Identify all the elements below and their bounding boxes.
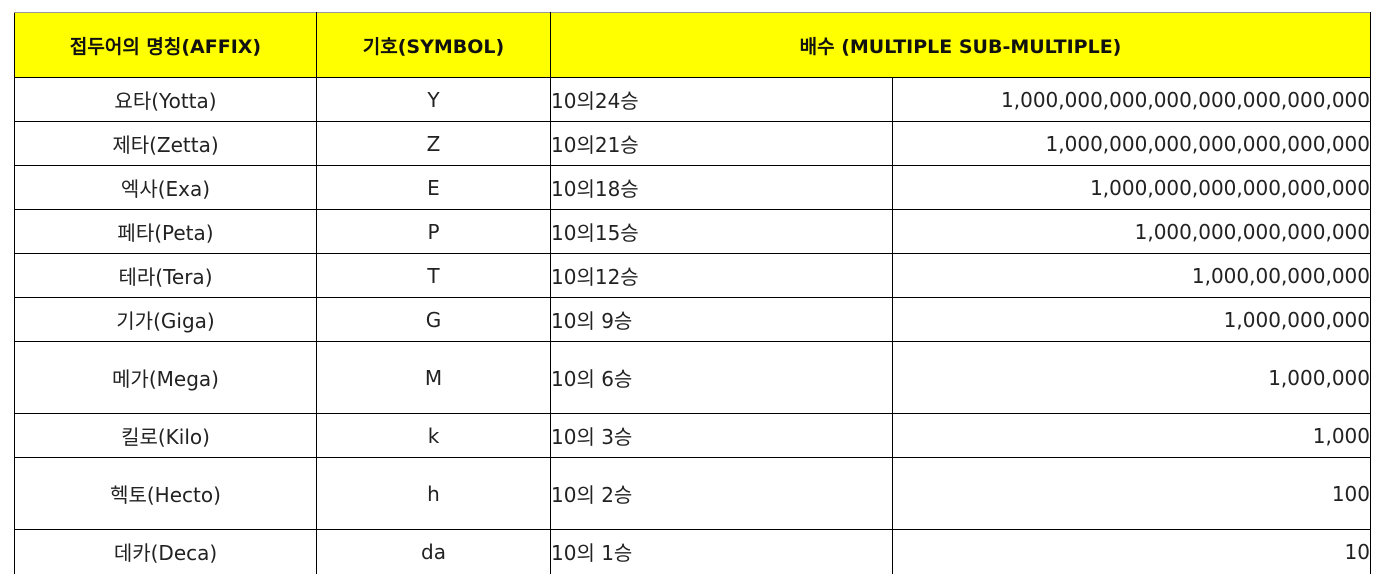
power-cell[interactable]: 10의15승 (550, 209, 893, 254)
power-cell[interactable]: 10의18승 (550, 165, 893, 210)
value-cell[interactable]: 1,000,00,000,000 (892, 253, 1371, 298)
symbol-cell[interactable]: T (316, 253, 551, 298)
table-row: 요타(Yotta) Y 10의24승 1,000,000,000,000,000,00… (14, 77, 1371, 122)
table-row: 제타(Zetta) Z 10의21승 1,000,000,000,000,000,00… (14, 121, 1371, 166)
affix-cell[interactable]: 데카(Deca) (14, 529, 317, 574)
table-row: 메가(Mega) M 10의 6승 1,000,000 (14, 341, 1371, 414)
power-cell[interactable]: 10의 2승 (550, 457, 893, 530)
table-row: 테라(Tera) T 10의12승 1,000,00,000,000 (14, 253, 1371, 298)
table-body: 요타(Yotta) Y 10의24승 1,000,000,000,000,000,00… (14, 77, 1371, 574)
value-cell[interactable]: 1,000,000 (892, 341, 1371, 414)
power-cell[interactable]: 10의 1승 (550, 529, 893, 574)
symbol-cell[interactable]: P (316, 209, 551, 254)
symbol-cell[interactable]: k (316, 413, 551, 458)
value-cell[interactable]: 1,000,000,000,000,000,000,000,000 (892, 77, 1371, 122)
power-cell[interactable]: 10의24승 (550, 77, 893, 122)
header-row: 접두어의 명칭(AFFIX) 기호(SYMBOL) 배수 (MULTIPLE S… (14, 12, 1371, 78)
symbol-cell[interactable]: E (316, 165, 551, 210)
symbol-cell[interactable]: M (316, 341, 551, 414)
header-multiple[interactable]: 배수 (MULTIPLE SUB-MULTIPLE) (550, 12, 1371, 78)
affix-cell[interactable]: 테라(Tera) (14, 253, 317, 298)
value-cell[interactable]: 10 (892, 529, 1371, 574)
spreadsheet-area: 접두어의 명칭(AFFIX) 기호(SYMBOL) 배수 (MULTIPLE S… (14, 12, 1384, 574)
si-prefix-table: 접두어의 명칭(AFFIX) 기호(SYMBOL) 배수 (MULTIPLE S… (14, 12, 1371, 574)
symbol-cell[interactable]: Z (316, 121, 551, 166)
affix-cell[interactable]: 헥토(Hecto) (14, 457, 317, 530)
table-row: 헥토(Hecto) h 10의 2승 100 (14, 457, 1371, 530)
table-row: 데카(Deca) da 10의 1승 10 (14, 529, 1371, 574)
value-cell[interactable]: 100 (892, 457, 1371, 530)
symbol-cell[interactable]: Y (316, 77, 551, 122)
power-cell[interactable]: 10의21승 (550, 121, 893, 166)
header-symbol[interactable]: 기호(SYMBOL) (316, 12, 551, 78)
power-cell[interactable]: 10의 6승 (550, 341, 893, 414)
power-cell[interactable]: 10의 9승 (550, 297, 893, 342)
header-affix[interactable]: 접두어의 명칭(AFFIX) (14, 12, 317, 78)
table-row: 기가(Giga) G 10의 9승 1,000,000,000 (14, 297, 1371, 342)
affix-cell[interactable]: 엑사(Exa) (14, 165, 317, 210)
affix-cell[interactable]: 페타(Peta) (14, 209, 317, 254)
value-cell[interactable]: 1,000 (892, 413, 1371, 458)
value-cell[interactable]: 1,000,000,000,000,000,000,000 (892, 121, 1371, 166)
affix-cell[interactable]: 킬로(Kilo) (14, 413, 317, 458)
affix-cell[interactable]: 기가(Giga) (14, 297, 317, 342)
affix-cell[interactable]: 제타(Zetta) (14, 121, 317, 166)
table-row: 페타(Peta) P 10의15승 1,000,000,000,000,000 (14, 209, 1371, 254)
power-cell[interactable]: 10의12승 (550, 253, 893, 298)
power-cell[interactable]: 10의 3승 (550, 413, 893, 458)
table-row: 킬로(Kilo) k 10의 3승 1,000 (14, 413, 1371, 458)
affix-cell[interactable]: 메가(Mega) (14, 341, 317, 414)
value-cell[interactable]: 1,000,000,000,000,000 (892, 209, 1371, 254)
affix-cell[interactable]: 요타(Yotta) (14, 77, 317, 122)
symbol-cell[interactable]: da (316, 529, 551, 574)
value-cell[interactable]: 1,000,000,000,000,000,000 (892, 165, 1371, 210)
symbol-cell[interactable]: G (316, 297, 551, 342)
symbol-cell[interactable]: h (316, 457, 551, 530)
table-row: 엑사(Exa) E 10의18승 1,000,000,000,000,000,000 (14, 165, 1371, 210)
value-cell[interactable]: 1,000,000,000 (892, 297, 1371, 342)
